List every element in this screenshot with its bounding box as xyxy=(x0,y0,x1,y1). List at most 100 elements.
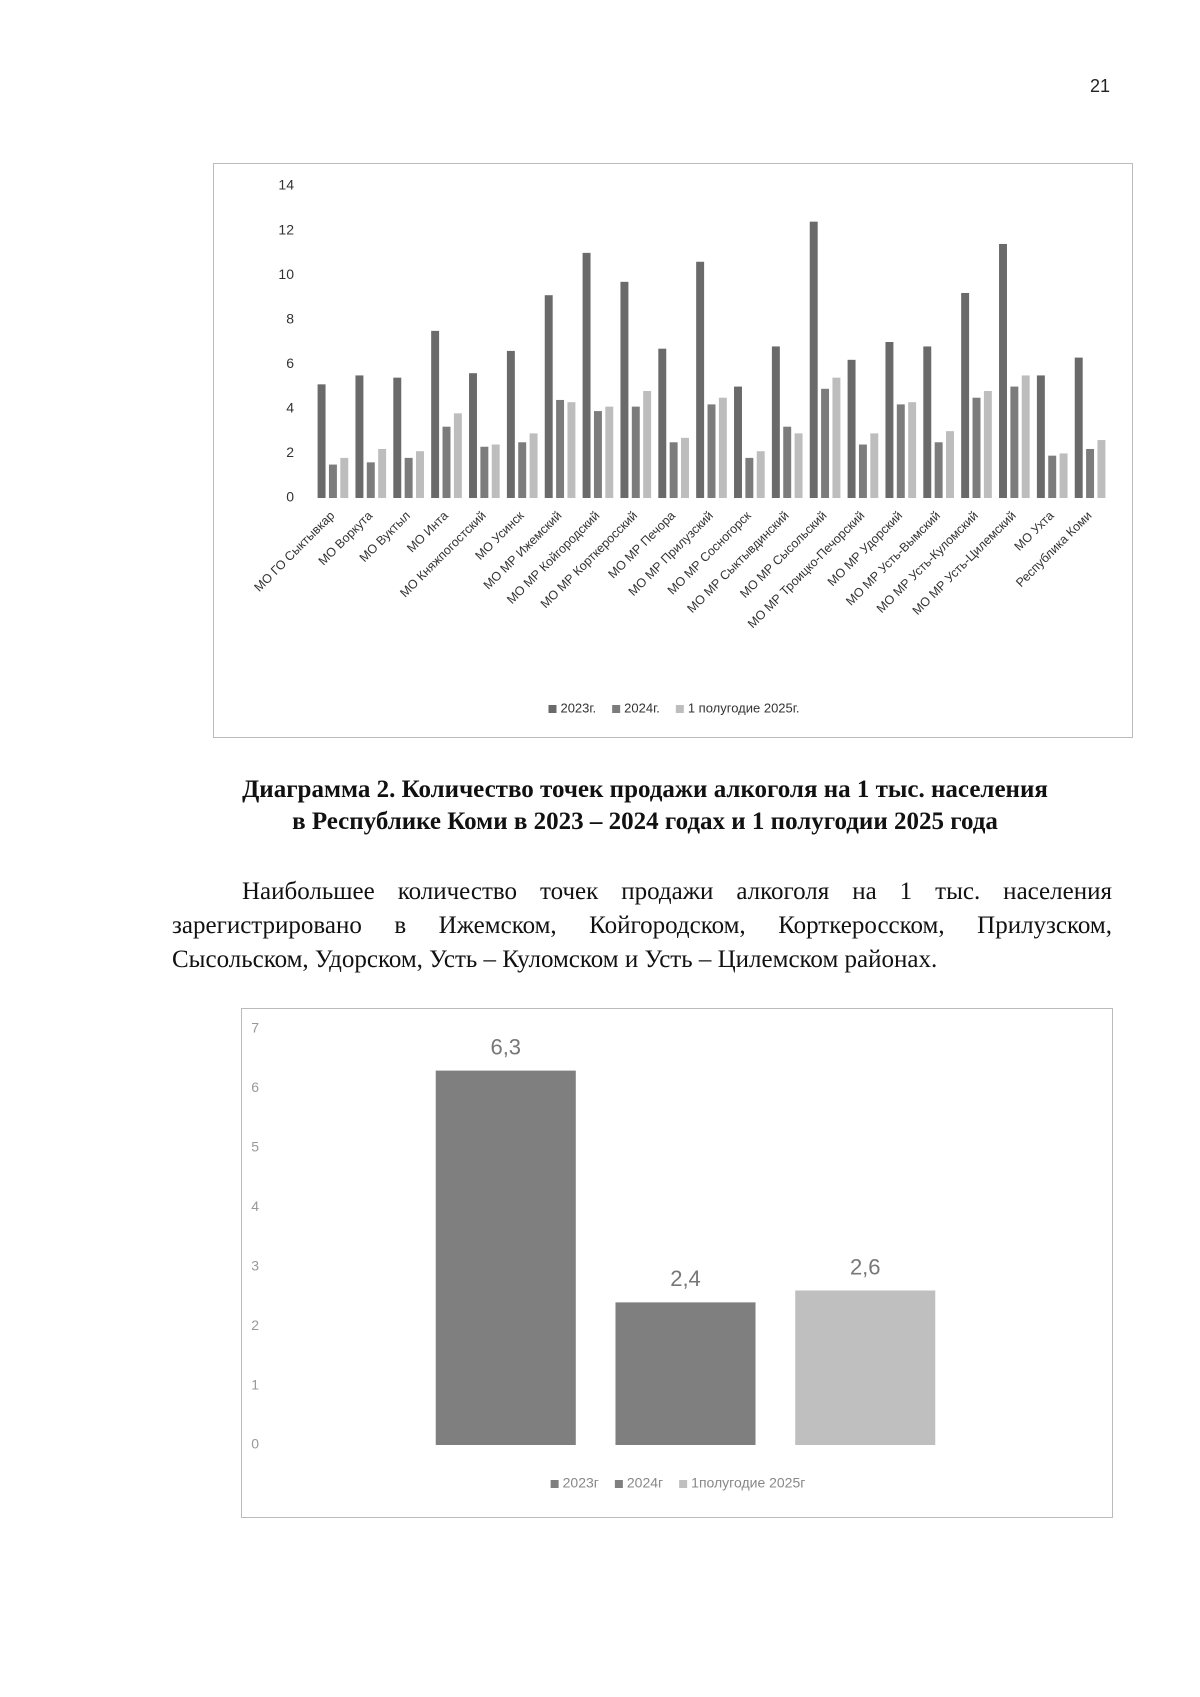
bar xyxy=(442,426,451,498)
bar xyxy=(1059,453,1068,498)
chart: 0 1 2 3 4 5 6 7 6,3 2,4 2,6 2023г 2024г 1полугодие 20… xyxy=(241,1008,1113,1518)
y-tick-label: 14 xyxy=(278,177,294,193)
bar xyxy=(435,1070,576,1445)
legend-swatch xyxy=(679,1480,688,1488)
y-tick-label: 4 xyxy=(251,1198,259,1214)
legend-label: 2023г. xyxy=(560,700,596,715)
x-tick-label: МО МР Печора xyxy=(605,509,678,582)
legend-label: 1полугодие 2025г xyxy=(691,1475,805,1491)
bar xyxy=(745,457,754,498)
caption-line: Диаграмма 2. Количество точек продажи ал… xyxy=(242,776,1048,803)
bar xyxy=(847,359,856,498)
bar xyxy=(972,397,981,498)
bar xyxy=(961,292,970,498)
page-number: 21 xyxy=(1090,76,1111,96)
bar xyxy=(669,442,678,498)
bar xyxy=(480,446,489,498)
bar xyxy=(340,457,349,498)
bar xyxy=(885,342,894,498)
bar xyxy=(1086,448,1095,498)
y-tick-label: 0 xyxy=(286,489,294,505)
bar xyxy=(404,457,413,498)
bar xyxy=(999,243,1007,498)
y-tick-label: 8 xyxy=(286,310,294,326)
legend: 2023г 2024г 1полугодие 2025г xyxy=(550,1475,805,1491)
y-tick-label: 4 xyxy=(286,400,294,416)
bar xyxy=(681,437,689,498)
bar xyxy=(567,402,576,498)
bar xyxy=(556,399,565,498)
bar xyxy=(707,404,716,498)
bar xyxy=(795,1290,936,1445)
bar xyxy=(1036,375,1045,498)
caption-line: в Республике Коми в 2023 – 2024 годах и … xyxy=(292,808,998,835)
legend: 2023г. 2024г. 1 полугодие 2025г. xyxy=(548,700,800,715)
bar xyxy=(605,406,614,498)
legend-swatch xyxy=(548,705,557,713)
y-tick-label: 2 xyxy=(286,444,294,460)
bar xyxy=(355,375,364,498)
bar xyxy=(366,462,375,498)
bar xyxy=(453,413,462,498)
bar xyxy=(593,411,602,498)
bar xyxy=(491,444,500,498)
y-tick-label: 6 xyxy=(251,1079,259,1095)
y-tick-label: 3 xyxy=(251,1257,259,1273)
legend-swatch xyxy=(614,1480,623,1488)
value-label: 2,6 xyxy=(850,1254,881,1279)
bar xyxy=(631,406,640,498)
y-tick-label: 1 xyxy=(251,1376,259,1392)
bar xyxy=(783,426,792,498)
bar xyxy=(582,252,591,498)
bar xyxy=(328,464,337,498)
y-tick-label: 6 xyxy=(286,355,294,371)
bar xyxy=(1097,440,1106,498)
bar xyxy=(821,388,830,498)
bar xyxy=(469,373,477,498)
bar xyxy=(431,330,440,498)
bar xyxy=(317,384,326,498)
legend-label: 2023г xyxy=(563,1475,599,1491)
bar xyxy=(658,348,667,498)
legend-label: 2024г xyxy=(627,1475,663,1491)
paragraph: Наибольшее количество точек продажи алко… xyxy=(172,878,1112,973)
bar xyxy=(615,1302,756,1445)
bar xyxy=(393,377,402,498)
bar xyxy=(718,397,727,498)
bar xyxy=(858,444,867,498)
legend-label: 2024г. xyxy=(624,700,660,715)
bar xyxy=(643,391,652,498)
value-label: 6,3 xyxy=(490,1034,521,1059)
bar xyxy=(518,442,527,498)
bar xyxy=(794,433,803,498)
bar xyxy=(809,221,818,498)
bar xyxy=(620,281,629,498)
bar xyxy=(506,350,515,498)
bar xyxy=(946,431,954,498)
bar xyxy=(896,404,905,498)
legend-label: 1 полугодие 2025г. xyxy=(688,700,800,715)
bar xyxy=(529,433,538,498)
y-tick-label: 10 xyxy=(278,266,294,282)
bar xyxy=(378,448,387,498)
bar xyxy=(923,346,932,498)
bar xyxy=(1021,375,1030,498)
legend-swatch xyxy=(675,705,684,713)
bar xyxy=(1010,386,1019,498)
bar xyxy=(544,295,553,498)
bar xyxy=(734,386,742,498)
y-tick-label: 2 xyxy=(251,1317,259,1333)
y-tick-label: 7 xyxy=(251,1020,259,1036)
bar xyxy=(870,433,879,498)
bar xyxy=(771,346,780,498)
bar xyxy=(934,442,943,498)
y-tick-label: 5 xyxy=(251,1139,259,1155)
bar xyxy=(1074,357,1083,498)
legend-swatch xyxy=(612,705,621,713)
value-label: 2,4 xyxy=(670,1266,701,1291)
bar xyxy=(908,402,917,498)
y-tick-label: 0 xyxy=(251,1436,259,1452)
